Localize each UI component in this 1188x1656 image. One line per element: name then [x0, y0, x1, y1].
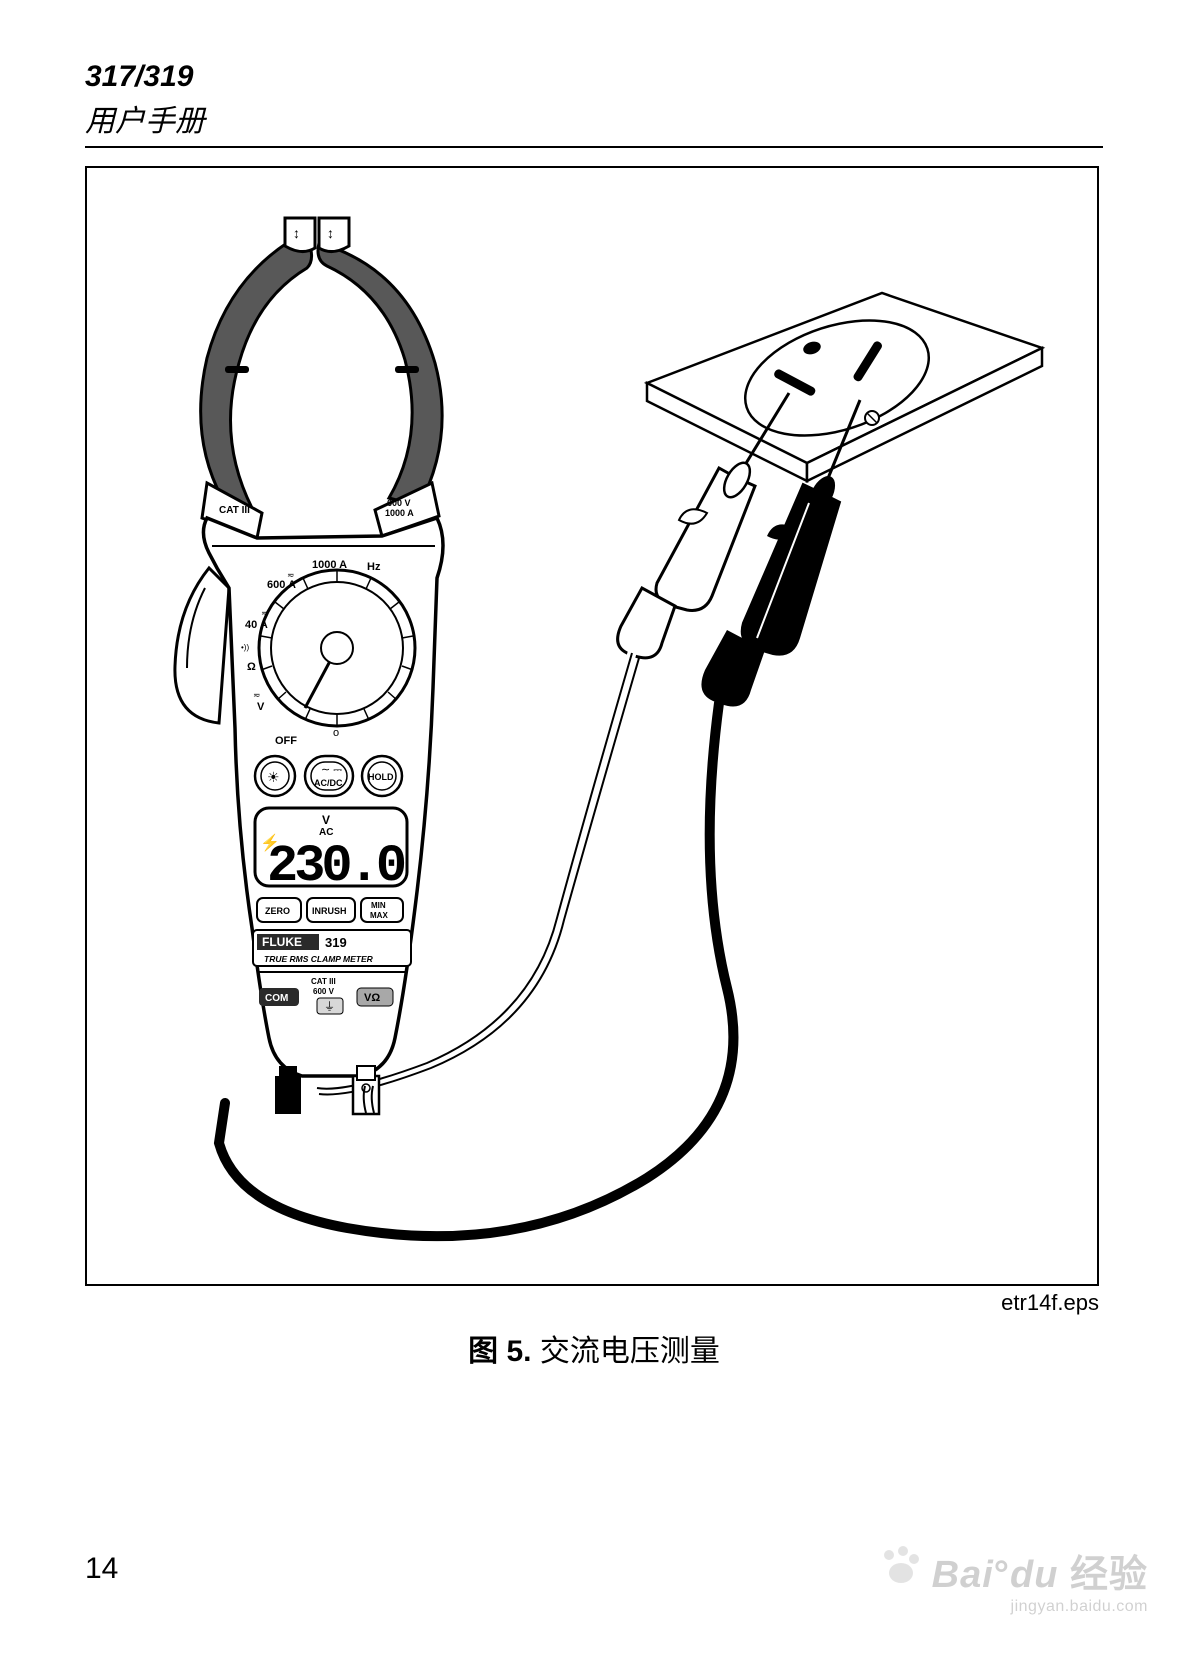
rating-voltage-label: 600 V — [387, 498, 411, 508]
caption-prefix: 图 5. — [468, 1335, 531, 1368]
svg-text:OFF: OFF — [275, 735, 297, 747]
figure-illustration: ↕ ↕ CAT III 600 V 1000 A — [87, 168, 1099, 1286]
svg-text:V: V — [257, 701, 265, 713]
button-row-top: ☀ ∼ ⎓ AC/DC HOLD — [255, 756, 402, 796]
lcd-display: V AC ⚡ 230.0 — [255, 808, 407, 896]
hold-button-label: HOLD — [368, 772, 394, 782]
wm-du: du — [1010, 1554, 1058, 1596]
svg-text:1000 A: 1000 A — [312, 559, 347, 571]
model-label: 319 — [325, 935, 347, 950]
svg-text:600 V: 600 V — [313, 987, 335, 996]
svg-text:CAT III: CAT III — [311, 977, 336, 986]
wm-url: jingyan.baidu.com — [877, 1598, 1148, 1616]
inrush-button-label: INRUSH — [312, 906, 347, 916]
svg-text:↕: ↕ — [327, 225, 334, 241]
svg-text:600 A: 600 A — [267, 579, 296, 591]
svg-text:≂: ≂ — [253, 690, 261, 700]
ground-icon: ⏚ — [324, 1000, 335, 1013]
zero-button-label: ZERO — [265, 906, 290, 916]
rating-current-label: 1000 A — [385, 508, 414, 518]
svg-text:o: o — [333, 727, 339, 739]
model-number: 317/319 — [85, 60, 1103, 94]
backlight-icon: ☀ — [267, 769, 280, 785]
svg-text:≂: ≂ — [287, 570, 295, 580]
svg-text:MAX: MAX — [370, 911, 388, 920]
subtitle-label: TRUE RMS CLAMP METER — [264, 954, 374, 964]
page-header: 317/319 用户手册 — [85, 60, 1103, 148]
svg-text:MIN: MIN — [371, 901, 386, 910]
page-number: 14 — [85, 1552, 118, 1586]
svg-text:Hz: Hz — [367, 561, 381, 573]
brand-strip: FLUKE 319 TRUE RMS CLAMP METER — [253, 930, 411, 966]
caption-text: 交流电压测量 — [540, 1335, 720, 1368]
svg-text:•)): •)) — [241, 643, 249, 652]
button-row-bottom: ZERO INRUSH MIN MAX — [257, 898, 403, 922]
display-reading: 230.0 — [267, 837, 405, 896]
paw-icon — [877, 1543, 921, 1587]
svg-text:≂: ≂ — [261, 608, 269, 618]
svg-text:Ω: Ω — [247, 661, 256, 673]
svg-text:↕: ↕ — [293, 225, 300, 241]
clamp-meter: ↕ ↕ CAT III 600 V 1000 A — [175, 218, 443, 1114]
wm-bai: Bai — [932, 1554, 994, 1596]
header-divider — [85, 146, 1103, 148]
acdc-button-label: AC/DC — [314, 778, 343, 788]
eps-filename: etr14f.eps — [85, 1290, 1099, 1316]
manual-label: 用户手册 — [85, 96, 1103, 140]
svg-text:40 A: 40 A — [245, 619, 268, 631]
figure-frame: ↕ ↕ CAT III 600 V 1000 A — [85, 166, 1099, 1286]
svg-text:∼ ⎓: ∼ ⎓ — [321, 764, 342, 776]
wm-jy: 经验 — [1070, 1554, 1148, 1596]
wall-outlet — [647, 293, 1042, 481]
vohm-jack-label: VΩ — [364, 992, 380, 1004]
cat-rating-label: CAT III — [219, 505, 250, 516]
watermark: Bai°du 经验 jingyan.baidu.com — [877, 1543, 1148, 1616]
brand-label: FLUKE — [262, 935, 302, 949]
display-v-label: V — [322, 813, 330, 827]
figure-caption: 图 5. 交流电压测量 — [85, 1326, 1103, 1370]
com-jack-label: COM — [265, 993, 288, 1004]
